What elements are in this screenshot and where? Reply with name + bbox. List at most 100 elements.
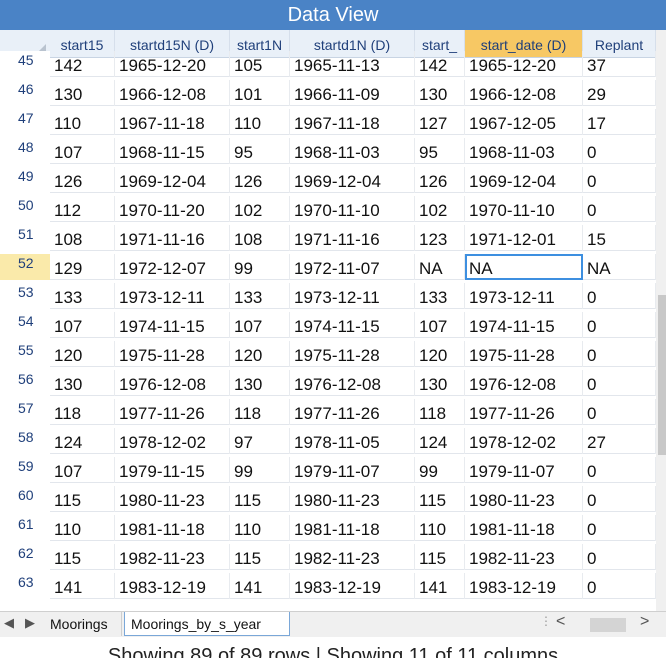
cell-start1n[interactable]: 95 bbox=[230, 138, 290, 164]
cell-startd15n[interactable]: 1978-12-02 bbox=[115, 428, 230, 454]
col-header-startd15n[interactable]: startd15N (D) bbox=[115, 30, 230, 57]
cell-startd15n[interactable]: 1982-11-23 bbox=[115, 544, 230, 570]
cell-start-date[interactable]: 1969-12-04 bbox=[465, 167, 583, 193]
cell-start15[interactable]: 115 bbox=[50, 486, 115, 512]
next-sheet-icon[interactable]: ▶ bbox=[25, 615, 35, 630]
cell-start1n[interactable]: 133 bbox=[230, 283, 290, 309]
cell-replant[interactable]: 0 bbox=[583, 486, 656, 512]
table-row[interactable]: 52 129 1972-12-07 99 1972-11-07 NA NA NA bbox=[0, 254, 656, 280]
scroll-right-icon[interactable]: > bbox=[640, 613, 650, 630]
row-number[interactable]: 62 bbox=[0, 544, 50, 570]
table-row[interactable]: 59 107 1979-11-15 99 1979-11-07 99 1979-11-07 0 bbox=[0, 457, 656, 483]
row-number[interactable]: 47 bbox=[0, 109, 50, 135]
cell-startd1n[interactable]: 1975-11-28 bbox=[290, 341, 415, 367]
cell-start[interactable]: 130 bbox=[415, 80, 465, 106]
cell-start15[interactable]: 107 bbox=[50, 138, 115, 164]
cell-startd1n[interactable]: 1982-11-23 bbox=[290, 544, 415, 570]
table-row[interactable]: 57 118 1977-11-26 118 1977-11-26 118 1977-11-2… bbox=[0, 399, 656, 425]
cell-start[interactable]: 126 bbox=[415, 167, 465, 193]
cell-startd1n[interactable]: 1980-11-23 bbox=[290, 486, 415, 512]
prev-sheet-icon[interactable]: ◀ bbox=[4, 615, 14, 630]
cell-replant[interactable]: 0 bbox=[583, 312, 656, 338]
cell-startd1n[interactable]: 1978-11-05 bbox=[290, 428, 415, 454]
row-number[interactable]: 58 bbox=[0, 428, 50, 454]
cell-start15[interactable]: 112 bbox=[50, 196, 115, 222]
cell-replant[interactable]: 0 bbox=[583, 341, 656, 367]
cell-replant[interactable]: 0 bbox=[583, 573, 656, 599]
cell-start[interactable]: 130 bbox=[415, 370, 465, 396]
table-row[interactable]: 55 120 1975-11-28 120 1975-11-28 120 1975-11-2… bbox=[0, 341, 656, 367]
cell-start1n[interactable]: 120 bbox=[230, 341, 290, 367]
cell-startd15n[interactable]: 1975-11-28 bbox=[115, 341, 230, 367]
row-number[interactable]: 55 bbox=[0, 341, 50, 367]
cell-startd15n[interactable]: 1965-12-20 bbox=[115, 51, 230, 77]
cell-startd1n[interactable]: 1967-11-18 bbox=[290, 109, 415, 135]
cell-start-date[interactable]: 1980-11-23 bbox=[465, 486, 583, 512]
cell-startd1n[interactable]: 1969-12-04 bbox=[290, 167, 415, 193]
cell-start[interactable]: 107 bbox=[415, 312, 465, 338]
cell-startd15n[interactable]: 1981-11-18 bbox=[115, 515, 230, 541]
cell-replant[interactable]: 17 bbox=[583, 109, 656, 135]
cell-start-date[interactable]: 1970-11-10 bbox=[465, 196, 583, 222]
table-row[interactable]: 47 110 1967-11-18 110 1967-11-18 127 1967-12-0… bbox=[0, 109, 656, 135]
row-number[interactable]: 61 bbox=[0, 515, 50, 541]
data-grid[interactable]: start15 startd15N (D) start1N startd1N (D) s… bbox=[0, 30, 656, 611]
splitter-grip-icon[interactable]: ⋮ bbox=[540, 614, 552, 628]
table-row[interactable]: 62 115 1982-11-23 115 1982-11-23 115 1982-11-2… bbox=[0, 544, 656, 570]
table-row[interactable]: 58 124 1978-12-02 97 1978-11-05 124 1978-12-02… bbox=[0, 428, 656, 454]
cell-start-date[interactable]: 1975-11-28 bbox=[465, 341, 583, 367]
tab-moorings-by-s-year[interactable]: Moorings_by_s_year bbox=[124, 612, 290, 636]
cell-startd15n[interactable]: 1970-11-20 bbox=[115, 196, 230, 222]
table-row[interactable]: 51 108 1971-11-16 108 1971-11-16 123 1971-12-0… bbox=[0, 225, 656, 251]
tab-moorings[interactable]: Moorings bbox=[44, 612, 122, 636]
cell-startd15n[interactable]: 1977-11-26 bbox=[115, 399, 230, 425]
cell-start-date[interactable]: 1971-12-01 bbox=[465, 225, 583, 251]
cell-start15[interactable]: 107 bbox=[50, 457, 115, 483]
row-number[interactable]: 52 bbox=[0, 254, 50, 280]
row-number[interactable]: 53 bbox=[0, 283, 50, 309]
cell-start-date[interactable]: 1965-12-20 bbox=[465, 51, 583, 77]
cell-replant[interactable]: 0 bbox=[583, 370, 656, 396]
cell-start1n[interactable]: 118 bbox=[230, 399, 290, 425]
row-number[interactable]: 60 bbox=[0, 486, 50, 512]
cell-startd1n[interactable]: 1965-11-13 bbox=[290, 51, 415, 77]
cell-startd15n[interactable]: 1974-11-15 bbox=[115, 312, 230, 338]
cell-startd15n[interactable]: 1973-12-11 bbox=[115, 283, 230, 309]
horizontal-scroll-thumb[interactable] bbox=[590, 618, 626, 632]
scroll-left-icon[interactable]: < bbox=[556, 613, 566, 630]
cell-replant[interactable]: 27 bbox=[583, 428, 656, 454]
cell-start[interactable]: 115 bbox=[415, 544, 465, 570]
cell-start-date[interactable]: NA bbox=[465, 254, 583, 280]
cell-start1n[interactable]: 99 bbox=[230, 254, 290, 280]
table-row[interactable]: 50 112 1970-11-20 102 1970-11-10 102 1970-11-1… bbox=[0, 196, 656, 222]
cell-start[interactable]: 123 bbox=[415, 225, 465, 251]
row-number[interactable]: 48 bbox=[0, 138, 50, 164]
cell-startd15n[interactable]: 1968-11-15 bbox=[115, 138, 230, 164]
cell-start[interactable]: 95 bbox=[415, 138, 465, 164]
table-row[interactable]: 63 141 1983-12-19 141 1983-12-19 141 1983-12-1… bbox=[0, 573, 656, 599]
cell-startd15n[interactable]: 1966-12-08 bbox=[115, 80, 230, 106]
cell-start15[interactable]: 107 bbox=[50, 312, 115, 338]
cell-startd15n[interactable]: 1976-12-08 bbox=[115, 370, 230, 396]
cell-start15[interactable]: 126 bbox=[50, 167, 115, 193]
row-number[interactable]: 51 bbox=[0, 225, 50, 251]
cell-start[interactable]: 141 bbox=[415, 573, 465, 599]
cell-start-date[interactable]: 1981-11-18 bbox=[465, 515, 583, 541]
row-number[interactable]: 49 bbox=[0, 167, 50, 193]
cell-startd1n[interactable]: 1979-11-07 bbox=[290, 457, 415, 483]
cell-start15[interactable]: 130 bbox=[50, 80, 115, 106]
cell-start-date[interactable]: 1979-11-07 bbox=[465, 457, 583, 483]
cell-start1n[interactable]: 130 bbox=[230, 370, 290, 396]
table-row[interactable]: 53 133 1973-12-11 133 1973-12-11 133 1973-12-1… bbox=[0, 283, 656, 309]
cell-start[interactable]: 120 bbox=[415, 341, 465, 367]
table-row[interactable]: 56 130 1976-12-08 130 1976-12-08 130 1976-12-0… bbox=[0, 370, 656, 396]
cell-startd1n[interactable]: 1973-12-11 bbox=[290, 283, 415, 309]
cell-start15[interactable]: 133 bbox=[50, 283, 115, 309]
cell-start-date[interactable]: 1973-12-11 bbox=[465, 283, 583, 309]
cell-replant[interactable]: NA bbox=[583, 254, 656, 280]
cell-start15[interactable]: 141 bbox=[50, 573, 115, 599]
cell-start[interactable]: 142 bbox=[415, 51, 465, 77]
row-number[interactable]: 56 bbox=[0, 370, 50, 396]
row-number[interactable]: 54 bbox=[0, 312, 50, 338]
cell-start15[interactable]: 115 bbox=[50, 544, 115, 570]
